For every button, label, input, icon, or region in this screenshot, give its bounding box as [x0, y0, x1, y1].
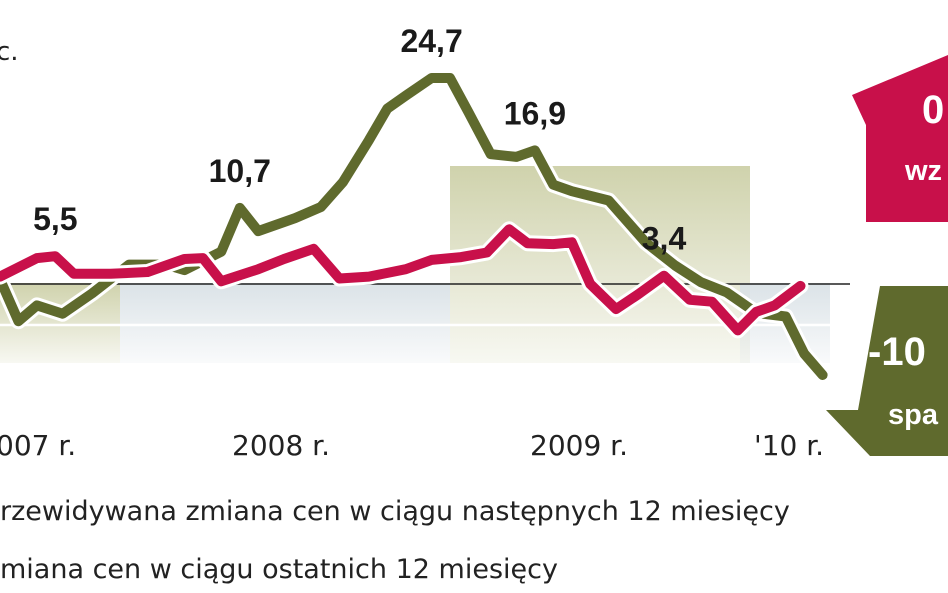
- legend-label-expected: rzewidywana zmiana cen w ciągu następnyc…: [0, 496, 790, 527]
- callout-red: 0 wz: [852, 55, 948, 222]
- top-left-text: c.: [0, 37, 19, 67]
- data-label-3: 16,9: [504, 95, 566, 131]
- callout-olive-arrow: [826, 286, 948, 456]
- callout-red-word: wz: [904, 155, 942, 187]
- band-blue-1: [120, 283, 450, 363]
- x-tick-label-1: 2008 r.: [232, 429, 330, 462]
- x-tick-label-2: 2009 r.: [530, 429, 628, 462]
- callout-olive-word: spa: [888, 399, 939, 431]
- callout-red-arrow: [852, 55, 948, 222]
- callout-olive: -10 spa: [826, 286, 948, 456]
- data-labels-layer: 5,5 10,7 24,7 16,9 3,4: [33, 23, 686, 257]
- callout-red-value: 0: [922, 88, 944, 132]
- x-tick-label-0: 007 r.: [0, 429, 76, 462]
- data-label-0: 5,5: [33, 201, 77, 237]
- legend-entry-expected: rzewidywana zmiana cen w ciągu następnyc…: [0, 496, 790, 527]
- data-label-1: 10,7: [209, 153, 271, 189]
- legend-label-past: miana cen w ciągu ostatnich 12 miesięcy: [0, 554, 558, 585]
- series-layer: [0, 70, 831, 383]
- callout-olive-value: -10: [868, 330, 926, 374]
- x-tick-label-3: '10 r.: [754, 429, 824, 462]
- series-line-1: [0, 224, 806, 336]
- x-axis-labels: 007 r. 2008 r. 2009 r. '10 r.: [0, 429, 824, 462]
- legend-entry-past: miana cen w ciągu ostatnich 12 miesięcy: [0, 554, 558, 585]
- data-label-4: 3,4: [642, 221, 687, 257]
- data-label-2: 24,7: [400, 23, 462, 59]
